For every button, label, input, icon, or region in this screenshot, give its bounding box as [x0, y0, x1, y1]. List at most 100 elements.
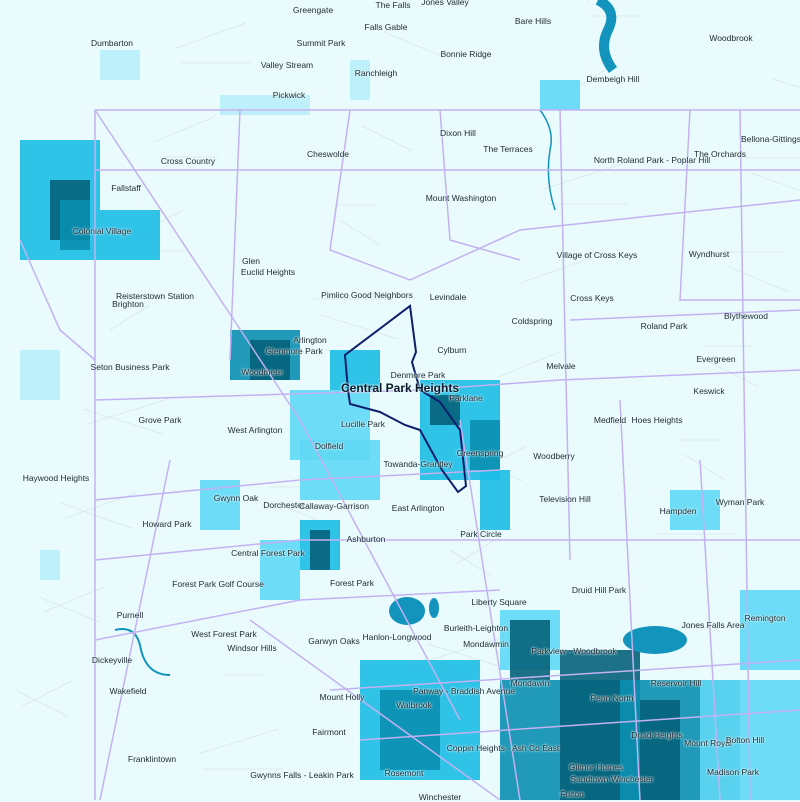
neighborhood-label[interactable]: Bolton Hill [725, 735, 765, 745]
neighborhood-label[interactable]: Dumbarton [90, 38, 134, 48]
neighborhood-label[interactable]: Wakefield [109, 686, 147, 696]
neighborhood-label[interactable]: Fulton [560, 789, 584, 799]
neighborhood-label[interactable]: Druid Heights [631, 730, 683, 740]
neighborhood-label[interactable]: Cross Country [160, 156, 216, 166]
neighborhood-label[interactable]: Mount Holly [319, 692, 365, 702]
neighborhood-label[interactable]: Glen [242, 256, 260, 266]
neighborhood-label[interactable]: Franklintown [127, 754, 177, 764]
neighborhood-label[interactable]: Haywood Heights [22, 473, 90, 483]
neighborhood-label[interactable]: The Falls [375, 0, 411, 10]
neighborhood-label[interactable]: Dorchester [263, 500, 305, 510]
neighborhood-label[interactable]: North Roland Park - Poplar Hill [593, 155, 711, 165]
neighborhood-label[interactable]: Evergreen [696, 354, 736, 364]
neighborhood-label[interactable]: Gwynns Falls - Leakin Park [250, 770, 354, 780]
neighborhood-label[interactable]: Central Forest Park [231, 548, 305, 558]
neighborhood-label[interactable]: Roland Park [640, 321, 688, 331]
neighborhood-label[interactable]: Lucille Park [341, 419, 385, 429]
neighborhood-label[interactable]: Callaway-Garrison [299, 501, 369, 511]
neighborhood-label[interactable]: Hanlon-Longwood [362, 632, 432, 642]
neighborhood-label[interactable]: Remington [744, 613, 786, 623]
neighborhood-label[interactable]: Bonnie Ridge [440, 49, 492, 59]
neighborhood-label[interactable]: Reservoir Hill [650, 678, 702, 688]
neighborhood-label[interactable]: Greenspring [456, 448, 504, 458]
neighborhood-label[interactable]: Forest Park Golf Course [172, 579, 264, 589]
neighborhood-label[interactable]: Liberty Square [471, 597, 527, 607]
neighborhood-label[interactable]: Walbrook [396, 700, 432, 710]
neighborhood-label[interactable]: Reisterstown Station [116, 291, 194, 301]
neighborhood-label[interactable]: The Terraces [483, 144, 533, 154]
neighborhood-label[interactable]: Coppin Heights - Ash Co East [446, 743, 560, 753]
neighborhood-label[interactable]: Towanda-Grantley [383, 459, 453, 469]
neighborhood-label[interactable]: Summit Park [296, 38, 346, 48]
neighborhood-label[interactable]: Mount Royal [684, 738, 732, 748]
neighborhood-label[interactable]: Blythewood [724, 311, 768, 321]
neighborhood-label[interactable]: Dolfield [314, 441, 344, 451]
neighborhood-label[interactable]: Hampden [659, 506, 697, 516]
neighborhood-label[interactable]: Mount Washington [425, 193, 497, 203]
neighborhood-label[interactable]: Dixon Hill [440, 128, 476, 138]
neighborhood-label[interactable]: West Forest Park [191, 629, 257, 639]
neighborhood-label[interactable]: Woodbrook [709, 33, 753, 43]
neighborhood-label[interactable]: Grove Park [138, 415, 182, 425]
neighborhood-label[interactable]: East Arlington [391, 503, 445, 513]
neighborhood-label[interactable]: Keswick [693, 386, 725, 396]
neighborhood-label[interactable]: Fairmont [312, 727, 346, 737]
neighborhood-label[interactable]: Colonial Village [72, 226, 132, 236]
neighborhood-label[interactable]: Wyman Park [715, 497, 765, 507]
neighborhood-label[interactable]: Medfield [593, 415, 627, 425]
neighborhood-label[interactable]: Woodmere [241, 367, 283, 377]
neighborhood-label[interactable]: Brighton [112, 299, 144, 309]
neighborhood-label[interactable]: Ashburton [346, 534, 386, 544]
neighborhood-label[interactable]: Ranchleigh [354, 68, 398, 78]
neighborhood-label[interactable]: Dickeyville [91, 655, 133, 665]
neighborhood-label[interactable]: Sandtown-Winchester [570, 774, 654, 784]
neighborhood-label[interactable]: Howard Park [142, 519, 192, 529]
neighborhood-label[interactable]: Bare Hills [514, 16, 552, 26]
neighborhood-label[interactable]: Parkview - Woodbrook [531, 646, 617, 656]
neighborhood-label[interactable]: Jones Valley [421, 0, 469, 7]
neighborhood-label[interactable]: Burleith-Leighton [443, 623, 509, 633]
neighborhood-label[interactable]: Levindale [429, 292, 467, 302]
neighborhood-label[interactable]: Madison Park [707, 767, 759, 777]
neighborhood-label[interactable]: Winchester [418, 792, 462, 802]
neighborhood-label[interactable]: Gwynn Oak [213, 493, 259, 503]
neighborhood-label[interactable]: Garwyn Oaks [308, 636, 360, 646]
neighborhood-label[interactable]: Pimlico Good Neighbors [321, 290, 413, 300]
neighborhood-label[interactable]: Village of Cross Keys [556, 250, 638, 260]
neighborhood-label[interactable]: Valley Stream [260, 60, 314, 70]
neighborhood-label[interactable]: Wyndhurst [688, 249, 730, 259]
neighborhood-label[interactable]: Panway - Braddish Avenue [413, 686, 515, 696]
neighborhood-label[interactable]: Television Hill [539, 494, 591, 504]
neighborhood-label[interactable]: Pickwick [272, 90, 306, 100]
neighborhood-label[interactable]: Gilmor Homes [568, 762, 624, 772]
neighborhood-label[interactable]: Melvale [546, 361, 576, 371]
neighborhood-label[interactable]: Coldspring [511, 316, 553, 326]
neighborhood-label[interactable]: Jones Falls Area [681, 620, 745, 630]
neighborhood-label[interactable]: Central Park Heights [340, 381, 460, 395]
neighborhood-label[interactable]: Parklane [449, 393, 483, 403]
neighborhood-label[interactable]: Woodberry [533, 451, 575, 461]
neighborhood-label[interactable]: Cross Keys [570, 293, 614, 303]
neighborhood-label[interactable]: Hoes Heights [631, 415, 683, 425]
neighborhood-label[interactable]: Falls Gable [364, 22, 408, 32]
neighborhood-label[interactable]: Forest Park [330, 578, 374, 588]
neighborhood-label[interactable]: Fallstaff [111, 183, 141, 193]
neighborhood-label[interactable]: Seton Business Park [90, 362, 170, 372]
neighborhood-label[interactable]: Arlington [293, 335, 327, 345]
neighborhood-label[interactable]: Dembeigh Hill [586, 74, 640, 84]
neighborhood-label[interactable]: Penn North [590, 693, 634, 703]
neighborhood-label[interactable]: Bellona-Gittings [740, 134, 800, 144]
neighborhood-label[interactable]: Druid Hill Park [571, 585, 627, 595]
neighborhood-label[interactable]: Mondawin [510, 678, 550, 688]
neighborhood-label[interactable]: Rosemont [384, 768, 424, 778]
neighborhood-label[interactable]: Park Circle [460, 529, 502, 539]
neighborhood-label[interactable]: Windsor Hills [227, 643, 277, 653]
neighborhood-label[interactable]: Euclid Heights [240, 267, 296, 277]
neighborhood-label[interactable]: Glenmore Park [265, 346, 323, 356]
neighborhood-label[interactable]: Cylburn [437, 345, 467, 355]
neighborhood-label[interactable]: Mondawmin [463, 639, 509, 649]
neighborhood-label[interactable]: Denmore Park [390, 370, 446, 380]
neighborhood-label[interactable]: The Orchards [694, 149, 746, 159]
